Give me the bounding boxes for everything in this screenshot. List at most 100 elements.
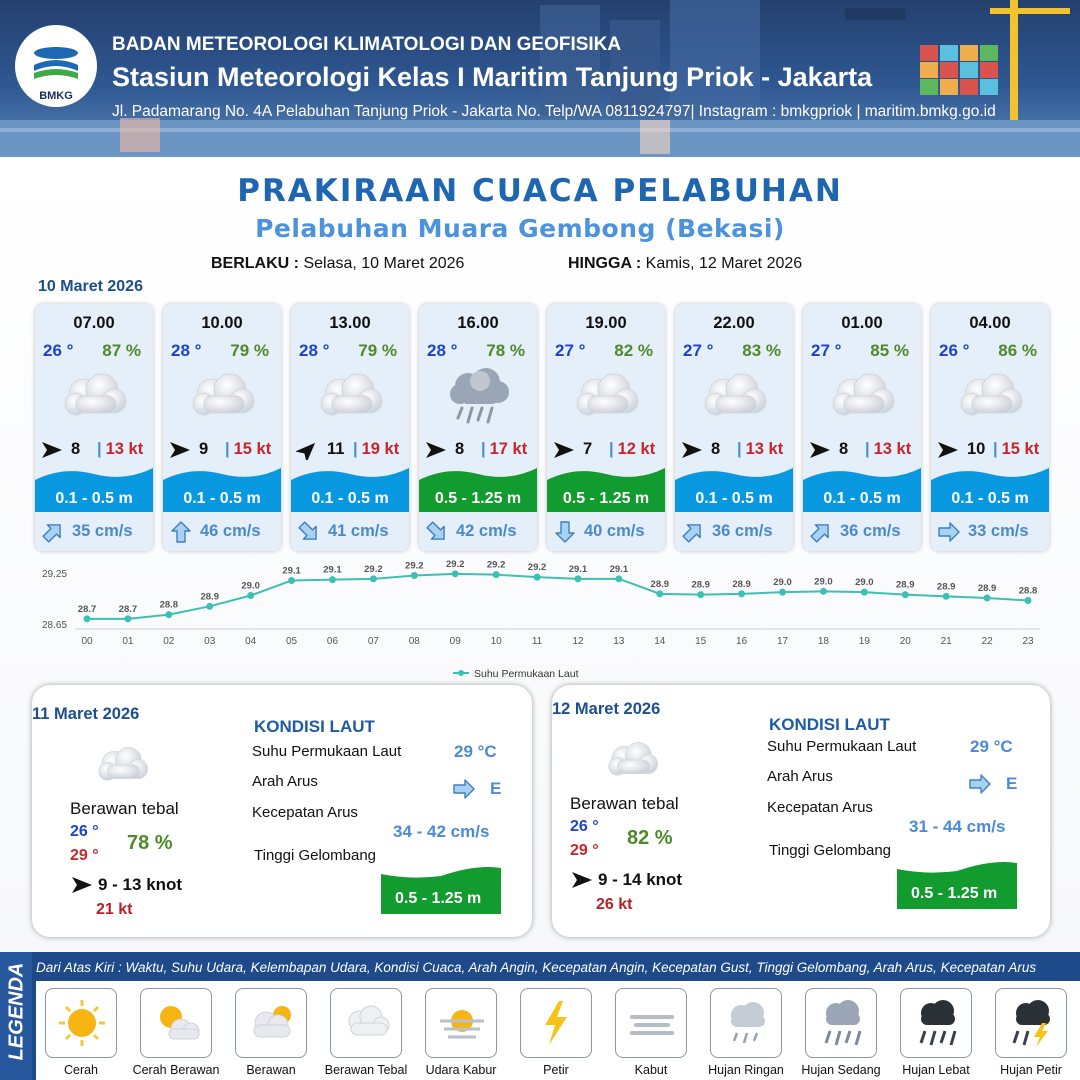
legend-item [900, 988, 972, 1058]
card-wave-height: 0.5 - 1.25 m [434, 490, 522, 507]
cloud-icon [54, 366, 134, 426]
legend-item [330, 988, 402, 1058]
card-wave-height: 0.1 - 0.5 m [311, 490, 389, 507]
card-gust: | 15 kt [225, 440, 272, 458]
sst-point [206, 602, 214, 610]
sea-condition-heading: KONDISI LAUT [254, 717, 375, 736]
legend-item-label: Cerah [63, 1063, 99, 1077]
card-time: 19.00 [585, 314, 627, 332]
legend-item [805, 988, 877, 1058]
sst-series: 28.7 28.7 28.8 28.9 29.0 29.1 29.1 29.2 29.2 29.2… [78, 560, 1038, 623]
legend-item-label: Petir [543, 1063, 569, 1077]
valid-from-value: Selasa, 10 Maret 2026 [303, 255, 465, 272]
wave-shape [931, 460, 1049, 512]
current-direction-value: E [1006, 774, 1018, 793]
sst-data-label: 29.0 [773, 577, 792, 588]
cloud-icon [822, 366, 902, 426]
sst-label: Suhu Permukaan Laut [767, 738, 917, 755]
sst-point [574, 575, 582, 583]
card-gust: | 17 kt [481, 440, 528, 458]
sst-data-label: 29.0 [241, 581, 260, 592]
cloud-icon [950, 366, 1030, 426]
station-name: Stasiun Meteorologi Kelas I Maritim Tanj… [112, 62, 873, 92]
sst-data-label: 29.2 [487, 560, 506, 571]
day-condition: Berawan tebal [570, 794, 679, 813]
day-wind-speed: 9 - 14 knot [598, 870, 683, 889]
sst-point [860, 588, 868, 596]
wind-direction-icon [936, 440, 960, 460]
legend-item [235, 988, 307, 1058]
wind-direction-icon [168, 440, 192, 460]
wave-shape [675, 460, 793, 512]
x-tick-label: 06 [327, 636, 339, 647]
day-humidity: 82 % [627, 827, 673, 849]
sst-data-label: 29.0 [855, 577, 874, 588]
sst-label: Suhu Permukaan Laut [252, 743, 402, 760]
cloud-icon [566, 366, 646, 426]
wave-shape [163, 460, 281, 512]
card-time: 16.00 [457, 314, 499, 332]
sst-data-label: 28.8 [1019, 586, 1038, 597]
sst-chart: 00 01 02 03 04 05 06 07 08 09 10 11 12 13 14 15 16 17 18 19… [42, 560, 1040, 680]
wind-direction-icon [570, 870, 594, 895]
cloud-icon [182, 366, 262, 426]
wind-direction-icon [680, 440, 704, 460]
wind-direction-icon [40, 440, 64, 460]
cloud-icon [90, 741, 154, 789]
card-wind-speed: 7 [583, 440, 593, 458]
day-gust: 21 kt [96, 901, 133, 918]
legend-item [995, 988, 1067, 1058]
x-tick-label: 04 [245, 636, 257, 647]
day-temp-min: 26 ° [70, 823, 99, 840]
header-banner: BMKG BADAN METEOROLOGI KLIMATOLOGI DAN G… [0, 0, 1080, 157]
day-forecast-box: 11 Maret 2026 KONDISI LAUT Berawan tebal… [32, 685, 532, 937]
card-current-speed: 46 cm/s [200, 522, 261, 540]
sst-point [369, 575, 377, 583]
card-time: 22.00 [713, 314, 755, 332]
x-tick-label: 17 [777, 636, 789, 647]
forecast-card: 04.00 26 ° 86 % 10 | 15 kt 0.1 - 0.5 m 33… [931, 304, 1049, 551]
legend-item-label: Berawan [246, 1063, 296, 1077]
card-gust-value: 12 kt [617, 440, 656, 458]
page-title: PRAKIRAAN CUACA PELABUHAN [237, 173, 843, 209]
day-gust: 26 kt [596, 896, 633, 913]
x-tick-label: 18 [818, 636, 830, 647]
card-humidity: 82 % [614, 341, 653, 360]
legend-item-label: Hujan Sedang [801, 1063, 881, 1077]
sst-point [451, 570, 459, 578]
current-direction-icon [937, 520, 961, 544]
sst-data-label: 29.0 [814, 576, 833, 587]
current-direction-icon [425, 520, 449, 544]
sst-point [124, 615, 132, 623]
legend-label: Suhu Permukaan Laut [474, 668, 579, 680]
sst-point [779, 588, 787, 596]
current-direction-icon [681, 520, 705, 544]
sst-data-label: 29.2 [364, 564, 383, 575]
legend-description: Dari Atas Kiri : Waktu, Suhu Udara, Kele… [36, 960, 1037, 975]
current-direction-icon [41, 520, 65, 544]
sst-point [165, 611, 173, 619]
x-tick-label: 13 [613, 636, 625, 647]
cloud-icon [694, 366, 774, 426]
moderate-rain-icon [438, 366, 518, 426]
sst-point [247, 592, 255, 599]
card-time: 04.00 [969, 314, 1011, 332]
card-wave-height: 0.5 - 1.25 m [562, 490, 650, 507]
svg-text:BMKG: BMKG [39, 90, 73, 102]
wave-height-value: 0.5 - 1.25 m [911, 885, 998, 902]
sst-point [738, 590, 746, 598]
x-tick-label: 22 [982, 636, 994, 647]
valid-to-label: HINGGA : [568, 255, 642, 272]
y-tick-bottom: 28.65 [42, 620, 67, 631]
current-direction-icon [968, 772, 992, 801]
card-wave-height: 0.1 - 0.5 m [695, 490, 773, 507]
wave-shape [291, 460, 409, 512]
sst-point [983, 594, 991, 602]
card-humidity: 85 % [870, 341, 909, 360]
sst-data-label: 28.7 [78, 604, 97, 615]
card-wind-speed: 10 [967, 440, 986, 458]
card-gust: | 12 kt [609, 440, 656, 458]
card-gust-value: 19 kt [361, 440, 400, 458]
card-wave-height: 0.1 - 0.5 m [823, 490, 901, 507]
sst-data-label: 29.1 [610, 564, 629, 575]
